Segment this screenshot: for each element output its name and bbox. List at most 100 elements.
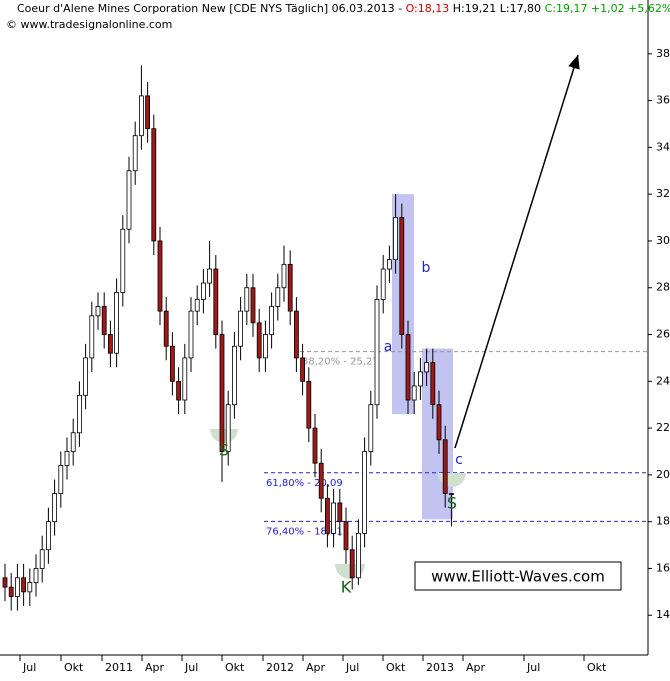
y-tick-label: 16 [656, 561, 670, 574]
y-tick-label: 18 [656, 515, 670, 528]
candle-body [417, 371, 423, 387]
candle-body [52, 493, 57, 523]
y-tick-label: 34 [656, 140, 670, 153]
candle-body [393, 217, 399, 261]
wave-label: c [455, 452, 463, 468]
x-tick-label: Okt [386, 661, 406, 674]
candle-body [368, 404, 374, 452]
x-tick-label: 2013 [426, 661, 454, 674]
candle-body [163, 310, 169, 347]
candle-body [219, 334, 225, 452]
subtitle: © www.tradesignalonline.com [6, 18, 172, 31]
x-tick-label: Jul [526, 661, 540, 674]
candle-body [108, 334, 113, 354]
y-tick-label: 38 [656, 47, 670, 60]
y-tick-label: 24 [656, 374, 670, 387]
candle-body [262, 334, 268, 359]
x-tick-label: 2011 [105, 661, 133, 674]
candle-body [151, 128, 157, 242]
candle-body [349, 549, 355, 579]
fib-label: 76,40% - 18,01 [266, 526, 343, 537]
x-tick-label: Jul [345, 661, 359, 674]
candle-body [95, 306, 101, 317]
y-tick-label: 22 [656, 421, 670, 434]
wave-label: S [447, 494, 457, 513]
candle-body [250, 287, 256, 324]
x-tick-label: Apr [466, 661, 486, 674]
candle-body [70, 432, 76, 452]
x-tick-label: 2012 [266, 661, 294, 674]
candle-body [374, 299, 380, 406]
watermark-box [414, 561, 622, 591]
candle-body [275, 287, 281, 307]
candle-body [300, 357, 306, 382]
candle-body [318, 462, 324, 499]
candle-body [77, 394, 82, 434]
candle-body [430, 362, 436, 406]
wave-label: S [219, 441, 229, 460]
fib-label: 38,20% - 25,27 [302, 357, 379, 368]
candle-body [120, 228, 126, 293]
wave-label: K [341, 578, 352, 597]
candle-body [114, 292, 119, 354]
x-tick-label: Jul [184, 661, 198, 674]
watermark: www.Elliott-Waves.com [431, 568, 605, 586]
candle-body [14, 577, 20, 597]
x-tick-label: Okt [225, 661, 245, 674]
candle-body [442, 439, 448, 494]
candle-body [337, 502, 343, 523]
candle-body [145, 95, 151, 130]
candle-body [405, 334, 411, 401]
y-tick-label: 30 [656, 234, 670, 247]
candle-body [101, 306, 107, 335]
candle-body [169, 345, 175, 382]
candle-body [176, 380, 182, 401]
candle-body [256, 322, 262, 359]
candle-body [225, 404, 231, 452]
wave-label: a [384, 339, 393, 355]
candle-body [213, 268, 219, 335]
candle-body [27, 582, 33, 593]
candle-body [33, 568, 39, 583]
open-label: O:18,13 [406, 2, 450, 15]
x-tick-label: Okt [64, 661, 84, 674]
candle-body [269, 306, 275, 335]
projection-arrow [454, 54, 580, 449]
candle-body [138, 95, 144, 137]
y-tick-label: 20 [656, 468, 670, 481]
fib-label: 61,80% - 20,09 [266, 478, 343, 489]
candle-body [293, 310, 299, 359]
candle-body [362, 451, 368, 534]
candle-body [399, 217, 405, 335]
candle-body [380, 268, 386, 300]
candle-body [411, 385, 417, 401]
candle-body [2, 577, 8, 588]
x-tick-label: Jul [22, 661, 36, 674]
candle-body [207, 268, 213, 284]
y-tick-label: 28 [656, 281, 670, 294]
candle-body [324, 497, 330, 534]
candle-body [157, 240, 163, 312]
x-tick-label: Apr [306, 661, 326, 674]
candle-body [244, 287, 250, 312]
candle-body [39, 549, 45, 569]
candle-body [182, 357, 188, 401]
candle-body [64, 451, 70, 466]
candle-body [231, 345, 237, 406]
candle-body [386, 259, 392, 270]
candle-body [436, 404, 442, 441]
candle-body [132, 135, 138, 172]
candle-body [448, 493, 454, 495]
candle-body [306, 380, 312, 429]
candle-body [188, 310, 194, 359]
title: Coeur d'Alene Mines Corporation New [CDE… [17, 2, 402, 15]
candle-body [424, 362, 430, 373]
close-label: C:19,17 +1,02 +5,62% [545, 2, 670, 15]
y-tick-label: 36 [656, 94, 670, 107]
candle-body [126, 170, 132, 230]
y-tick-label: 26 [656, 328, 670, 341]
candle-body [287, 263, 293, 312]
candle-body [194, 299, 200, 312]
x-tick-label: Okt [587, 661, 607, 674]
